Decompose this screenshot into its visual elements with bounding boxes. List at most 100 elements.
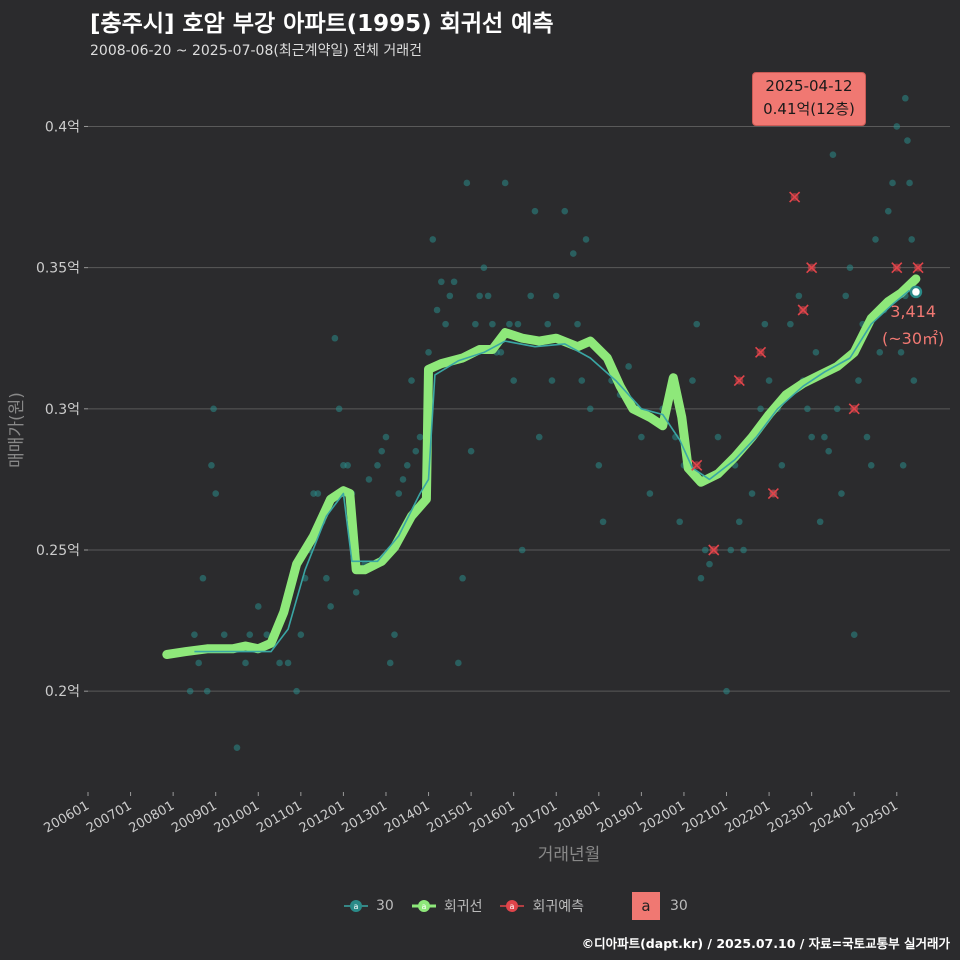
data-point — [569, 250, 577, 257]
y-tick-label: 0.4억 — [45, 119, 80, 135]
prediction-cross — [891, 262, 903, 274]
prediction-cross — [733, 375, 745, 387]
data-point — [203, 687, 211, 695]
data-point — [808, 433, 815, 441]
callout-value: 0.41억(12층) — [763, 100, 855, 118]
data-point — [552, 292, 560, 300]
x-tick-label: 201201 — [297, 798, 347, 836]
data-point — [904, 137, 911, 144]
prediction-cross — [848, 403, 860, 415]
data-point — [323, 574, 330, 582]
prediction-markers — [691, 191, 924, 556]
data-point — [599, 518, 607, 526]
data-point — [910, 377, 918, 384]
data-points — [186, 94, 918, 751]
data-point — [689, 377, 696, 384]
data-point — [812, 349, 820, 356]
latest-trade-callout: 2025-04-12 0.41억(12층) — [752, 72, 866, 126]
data-point — [344, 461, 351, 469]
data-point — [527, 292, 535, 300]
data-point — [701, 546, 709, 554]
data-point — [638, 433, 645, 441]
data-point — [391, 631, 398, 639]
data-point — [884, 207, 892, 215]
data-point — [438, 278, 445, 286]
data-point — [723, 687, 730, 695]
data-point — [867, 461, 875, 469]
prediction-marker — [806, 262, 818, 274]
data-point — [872, 236, 879, 243]
last-point-marker — [909, 285, 923, 299]
last-value-label: 3,414 (~30㎡) — [882, 298, 944, 352]
legend-key-prediction-icon: a — [500, 900, 525, 912]
data-point — [327, 603, 334, 610]
prediction-cross — [797, 304, 809, 316]
x-tick-label: 200701 — [84, 798, 134, 836]
y-tick-label: 0.3억 — [45, 402, 80, 418]
data-point — [459, 574, 466, 582]
data-point — [489, 320, 496, 328]
data-point — [497, 349, 505, 356]
chart-legend: a 30 a 회귀선 a 회귀예측 a 30 — [344, 892, 688, 920]
chart-subtitle: 2008-06-20 ~ 2025-07-08(최근계약일) 전체 거래건 — [90, 43, 422, 59]
data-point — [399, 476, 407, 483]
prediction-marker — [848, 403, 860, 415]
legend-item-regression[interactable]: a 회귀선 — [411, 896, 482, 916]
data-point — [472, 320, 479, 328]
data-point — [518, 546, 526, 554]
x-axis-label: 거래년월 — [538, 845, 601, 865]
data-point — [463, 179, 471, 187]
x-tick-label: 202201 — [723, 798, 773, 836]
data-point — [276, 659, 283, 667]
data-point — [587, 405, 594, 413]
data-point — [484, 292, 492, 300]
x-tick-label: 200601 — [42, 798, 92, 836]
data-point — [191, 631, 198, 639]
legend-item-prediction[interactable]: a 회귀예측 — [500, 896, 584, 916]
callout-date: 2025-04-12 — [765, 77, 853, 95]
data-point — [446, 292, 454, 300]
data-point — [510, 377, 517, 384]
x-tick-label: 202101 — [680, 798, 730, 836]
data-point — [416, 433, 424, 441]
data-point — [220, 631, 228, 639]
legend-box-label: 30 — [670, 898, 688, 914]
data-point — [429, 236, 437, 243]
data-point — [893, 123, 901, 130]
prediction-cross — [708, 544, 720, 556]
y-tick-label: 0.2억 — [45, 684, 80, 700]
data-point — [693, 320, 701, 328]
data-point — [842, 292, 850, 300]
svg-text:a: a — [354, 902, 359, 911]
data-point — [284, 659, 292, 667]
prediction-cross — [806, 262, 818, 274]
x-tick-label: 201601 — [467, 798, 517, 836]
data-point — [740, 546, 747, 554]
data-point — [735, 518, 743, 526]
x-tick-label: 202301 — [765, 798, 815, 836]
data-point — [850, 631, 858, 639]
data-point — [833, 405, 841, 413]
data-point — [531, 207, 539, 215]
legend-item-30[interactable]: a 30 — [344, 896, 394, 916]
data-point — [365, 476, 373, 483]
y-tick-label: 0.35억 — [36, 261, 80, 277]
data-point — [476, 292, 483, 300]
x-tick-label: 200901 — [169, 798, 219, 836]
prediction-marker — [789, 191, 801, 203]
data-point — [574, 320, 581, 328]
data-point — [382, 433, 390, 441]
data-point — [535, 433, 543, 441]
data-point — [846, 264, 854, 271]
data-point — [706, 560, 713, 568]
prediction-marker — [767, 487, 779, 500]
data-point — [795, 292, 803, 300]
data-point — [876, 349, 884, 356]
data-point — [646, 490, 654, 497]
prediction-marker — [691, 459, 703, 471]
data-point — [855, 377, 862, 384]
data-point — [480, 264, 488, 271]
footer-credit: ©디아파트(dapt.kr) / 2025.07.10 / 자료=국토교통부 실… — [581, 936, 950, 951]
svg-text:a: a — [421, 902, 426, 911]
